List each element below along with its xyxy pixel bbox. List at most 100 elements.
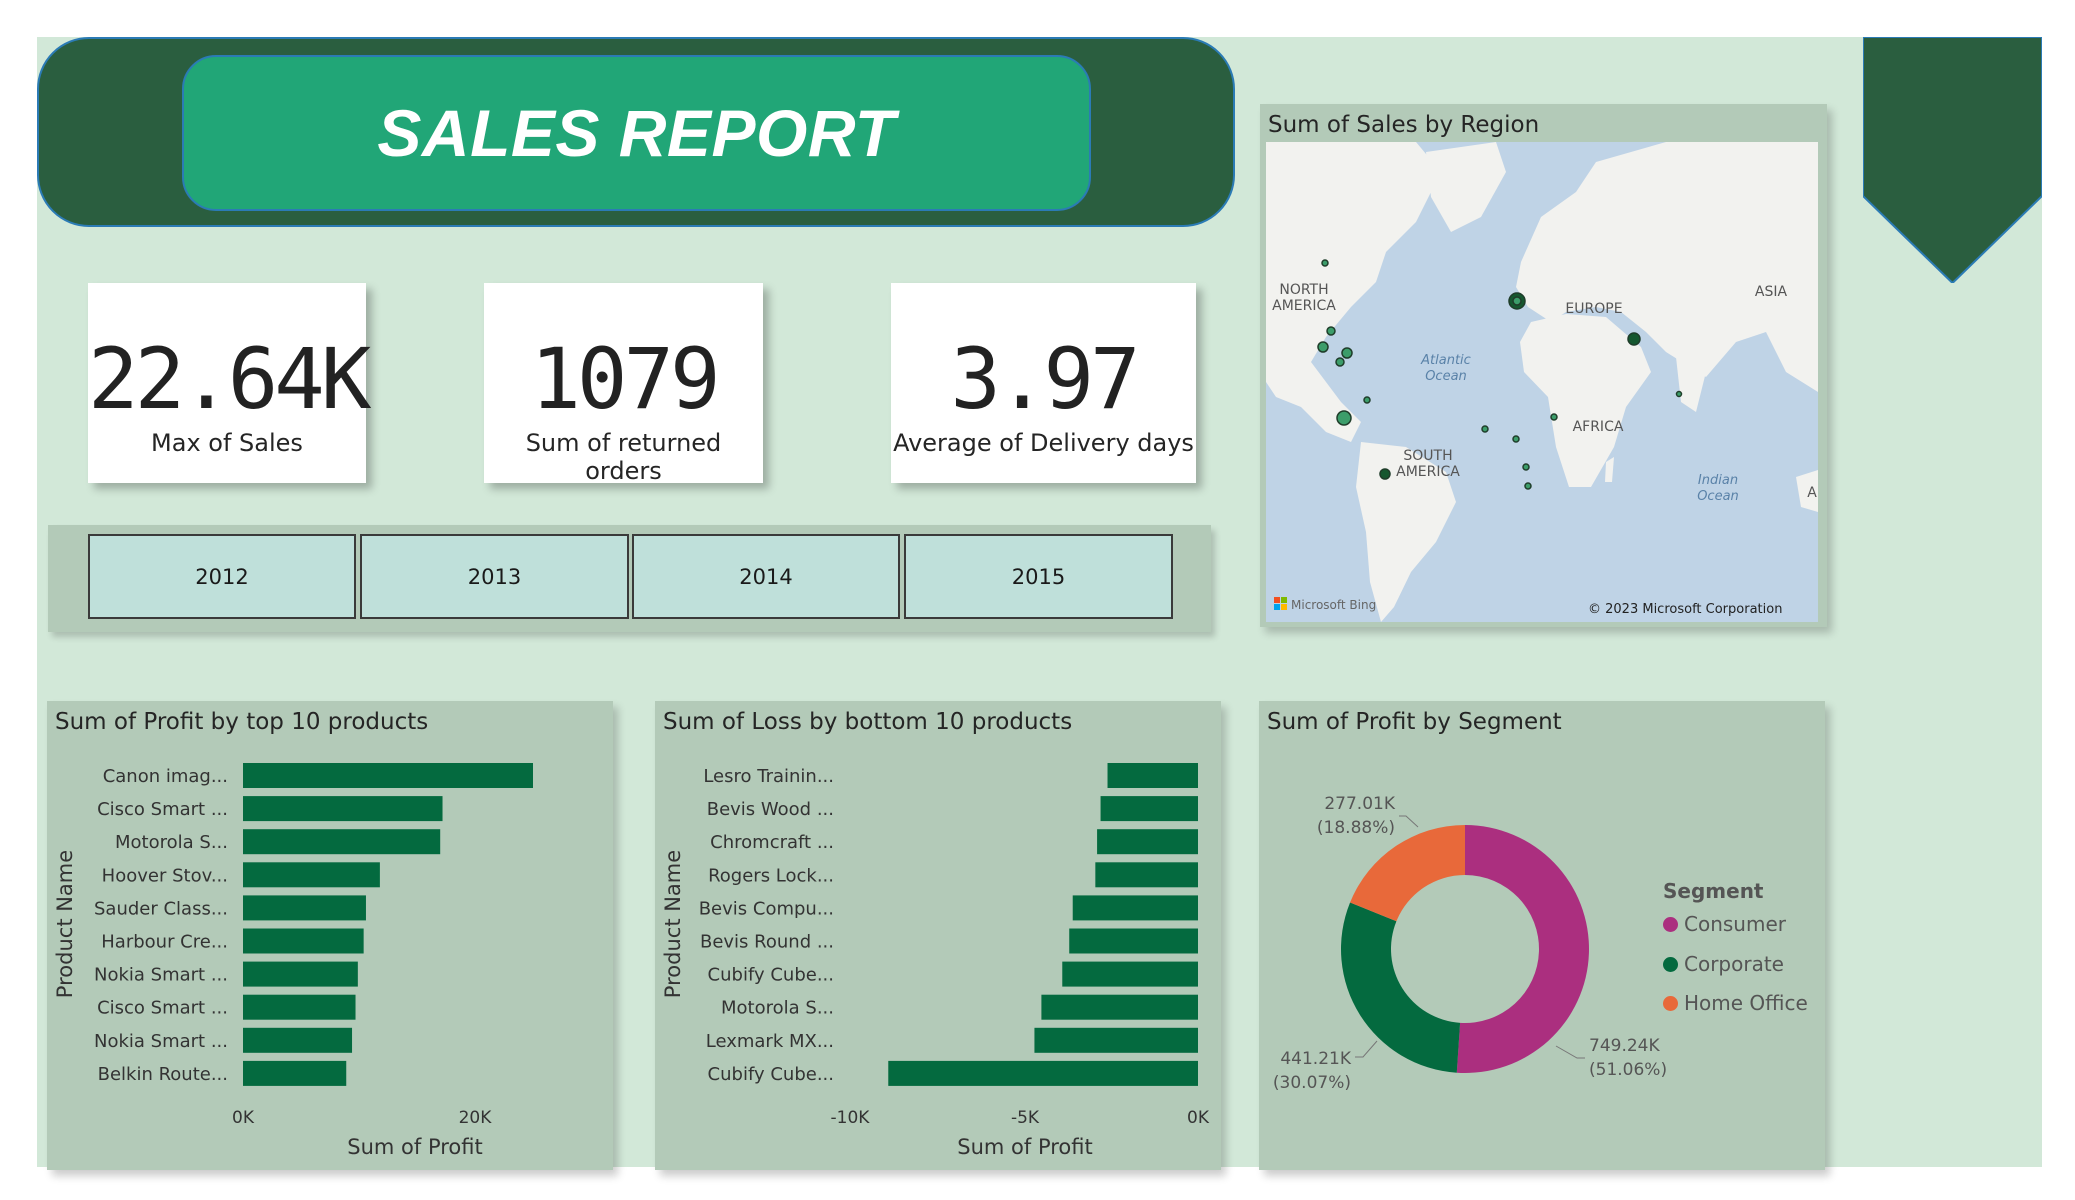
x-tick-label: 20K bbox=[459, 1108, 493, 1128]
map-bubble[interactable] bbox=[1363, 396, 1371, 404]
bar[interactable] bbox=[1062, 961, 1198, 987]
kpi-card-returned-orders: 1079 Sum of returned orders bbox=[484, 283, 763, 485]
slice-percent-label: (30.07%) bbox=[1273, 1073, 1351, 1093]
category-label: Nokia Smart ... bbox=[94, 1031, 228, 1052]
category-label: Lesro Trainin... bbox=[703, 766, 834, 787]
map-label-north: NORTH bbox=[1279, 282, 1328, 298]
legend-item-consumer[interactable]: Consumer bbox=[1663, 912, 1786, 936]
x-tick-label: -5K bbox=[1011, 1108, 1040, 1128]
bing-logo-icon bbox=[1274, 597, 1287, 610]
profit-top10-panel: Sum of Profit by top 10 products Canon i… bbox=[47, 701, 613, 1170]
category-label: Bevis Wood ... bbox=[707, 799, 834, 820]
bar[interactable] bbox=[243, 862, 380, 888]
category-label: Harbour Cre... bbox=[101, 932, 228, 953]
x-tick-label: -10K bbox=[831, 1108, 871, 1128]
category-label: Bevis Round ... bbox=[700, 932, 834, 953]
donut-slice[interactable] bbox=[1456, 825, 1589, 1073]
bar[interactable] bbox=[1072, 895, 1198, 921]
donut-slice[interactable] bbox=[1350, 825, 1465, 922]
landmass-greenland bbox=[1426, 142, 1506, 232]
map-bubble[interactable] bbox=[1524, 482, 1532, 490]
bar[interactable] bbox=[243, 895, 366, 921]
legend-dot-icon bbox=[1663, 916, 1678, 932]
map-bubble[interactable] bbox=[1512, 296, 1522, 306]
map-copyright: © 2023 Microsoft Corporation bbox=[1588, 602, 1782, 617]
year-2013-button[interactable]: 2013 bbox=[360, 534, 629, 619]
bar[interactable] bbox=[1034, 1027, 1198, 1053]
kpi-label: Max of Sales bbox=[151, 429, 303, 457]
bar[interactable] bbox=[243, 928, 364, 954]
y-axis-title: Product Name bbox=[53, 850, 77, 998]
x-axis-title: Sum of Profit bbox=[957, 1135, 1092, 1159]
x-tick-label: 0K bbox=[232, 1108, 255, 1128]
pennant-shape bbox=[1863, 37, 2042, 283]
legend-item-corporate[interactable]: Corporate bbox=[1663, 952, 1784, 976]
map-bubble[interactable] bbox=[1512, 435, 1520, 443]
bar[interactable] bbox=[1107, 763, 1198, 788]
map-bubble[interactable] bbox=[1481, 425, 1489, 433]
bar[interactable] bbox=[243, 994, 356, 1020]
loss-bottom10-panel: Sum of Loss by bottom 10 products Lesro … bbox=[655, 701, 1221, 1170]
map-label-europe: EUROPE bbox=[1565, 301, 1622, 317]
chart-title: Sum of Loss by bottom 10 products bbox=[663, 709, 1073, 735]
slice-value-label: 441.21K bbox=[1280, 1049, 1351, 1069]
year-2015-button[interactable]: 2015 bbox=[904, 534, 1173, 619]
bar[interactable] bbox=[1041, 994, 1198, 1020]
bing-logo-text: Microsoft Bing bbox=[1291, 598, 1376, 612]
bar[interactable] bbox=[1069, 928, 1198, 954]
map-label-atlantic: Atlantic bbox=[1420, 353, 1471, 368]
map-bubble[interactable] bbox=[1321, 259, 1329, 267]
landmass-india bbox=[1676, 357, 1706, 412]
landmass-eurasia bbox=[1516, 142, 1818, 392]
bar[interactable] bbox=[1097, 829, 1198, 855]
bar[interactable] bbox=[243, 829, 441, 855]
map-bubble[interactable] bbox=[1627, 332, 1641, 346]
page-title: SALES REPORT bbox=[377, 96, 896, 170]
landmass-australia bbox=[1796, 470, 1818, 512]
legend-item-home-office[interactable]: Home Office bbox=[1663, 991, 1808, 1015]
category-label: Lexmark MX... bbox=[706, 1031, 834, 1052]
map-bubble[interactable] bbox=[1341, 347, 1353, 359]
map-label-edge: A bbox=[1807, 485, 1817, 501]
leader-line bbox=[1555, 1045, 1585, 1059]
map-label-indian-ocean: Ocean bbox=[1697, 489, 1739, 504]
category-label: Cisco Smart ... bbox=[97, 799, 228, 820]
world-map[interactable]: NORTH AMERICA SOUTH AMERICA EUROPE ASIA … bbox=[1266, 142, 1818, 622]
bar[interactable] bbox=[243, 796, 443, 822]
category-label: Cubify Cube... bbox=[708, 1064, 834, 1085]
bar[interactable] bbox=[243, 763, 533, 788]
chart-title: Sum of Profit by Segment bbox=[1267, 709, 1562, 735]
year-2014-button[interactable]: 2014 bbox=[632, 534, 900, 619]
category-label: Motorola S... bbox=[721, 998, 834, 1019]
map-label-indian: Indian bbox=[1698, 473, 1738, 488]
bar[interactable] bbox=[243, 961, 358, 987]
kpi-card-delivery-days: 3.97 Average of Delivery days bbox=[891, 283, 1196, 483]
legend-label: Home Office bbox=[1684, 991, 1808, 1015]
map-bubble[interactable] bbox=[1675, 390, 1683, 398]
year-2012-button[interactable]: 2012 bbox=[88, 534, 356, 619]
map-bubble[interactable] bbox=[1335, 357, 1345, 367]
map-bubble[interactable] bbox=[1317, 341, 1329, 353]
category-label: Bevis Compu... bbox=[699, 898, 834, 919]
category-label: Nokia Smart ... bbox=[94, 965, 228, 986]
map-bubble[interactable] bbox=[1379, 468, 1391, 480]
landmass-madagascar bbox=[1605, 457, 1614, 482]
legend-label: Corporate bbox=[1684, 952, 1784, 976]
map-bubble[interactable] bbox=[1550, 413, 1558, 421]
legend-label: Consumer bbox=[1684, 912, 1786, 936]
bar[interactable] bbox=[243, 1027, 353, 1053]
x-tick-label: 0K bbox=[1187, 1108, 1210, 1128]
slice-value-label: 277.01K bbox=[1324, 794, 1395, 814]
donut-slice[interactable] bbox=[1341, 902, 1461, 1073]
bar[interactable] bbox=[1095, 862, 1198, 888]
chart-title: Sum of Profit by top 10 products bbox=[55, 709, 429, 735]
kpi-label: Sum of returned orders bbox=[525, 429, 722, 485]
bar[interactable] bbox=[243, 1060, 347, 1086]
map-bubble[interactable] bbox=[1522, 463, 1530, 471]
category-label: Cubify Cube... bbox=[708, 965, 834, 986]
bar[interactable] bbox=[1100, 796, 1198, 822]
map-bubble[interactable] bbox=[1336, 410, 1352, 426]
bar[interactable] bbox=[888, 1060, 1198, 1086]
map-bubble[interactable] bbox=[1326, 326, 1336, 336]
category-label: Cisco Smart ... bbox=[97, 998, 228, 1019]
